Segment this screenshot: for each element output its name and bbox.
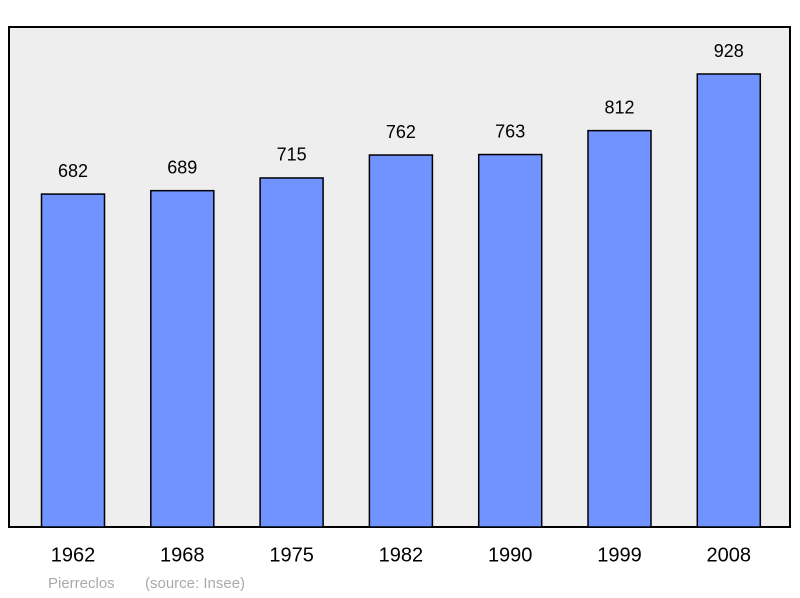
x-tick-label: 1999 — [597, 544, 642, 566]
source-caption: (source: Insee) — [145, 575, 245, 592]
value-label: 689 — [167, 157, 197, 177]
value-label: 763 — [495, 121, 525, 141]
value-label: 715 — [277, 145, 307, 165]
x-tick-label: 2008 — [707, 544, 752, 566]
bar — [150, 189, 215, 528]
bar — [696, 73, 762, 528]
value-label: 812 — [604, 97, 634, 117]
bar — [587, 129, 652, 528]
value-label: 762 — [386, 122, 416, 142]
place-caption: Pierreclos — [48, 575, 115, 592]
x-tick-label: 1962 — [51, 544, 96, 566]
bar — [259, 177, 324, 528]
value-label: 928 — [714, 41, 744, 61]
bar — [368, 154, 434, 528]
x-tick-label: 1975 — [269, 544, 314, 566]
x-tick-label: 1968 — [160, 544, 205, 566]
value-label: 682 — [58, 161, 88, 181]
bar — [40, 193, 106, 528]
bar — [477, 153, 543, 528]
x-tick-label: 1990 — [488, 544, 533, 566]
x-tick-label: 1982 — [379, 544, 424, 566]
